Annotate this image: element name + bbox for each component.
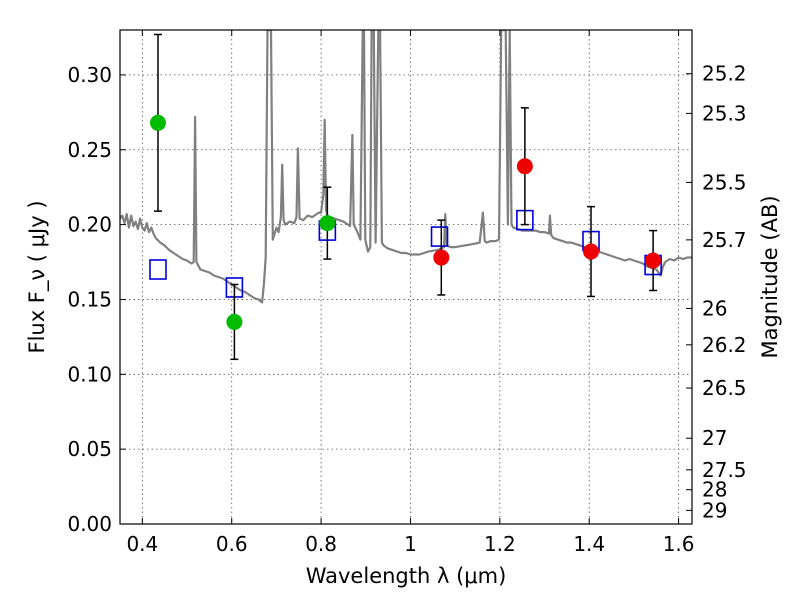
observed-flux-point (645, 252, 662, 269)
observed-flux-point (149, 114, 166, 131)
observed-flux-point (583, 243, 600, 260)
plot-frame (119, 29, 693, 525)
y-axis-right-label: Magnitude (AB) (758, 195, 782, 358)
x-tick-label: 1.2 (484, 532, 516, 556)
observed-flux-point (433, 249, 450, 266)
y-tick-label: 0.15 (67, 287, 112, 311)
right-tick-label: 27 (702, 426, 727, 450)
y-tick-label: 0.25 (67, 138, 112, 162)
x-tick-label: 0.8 (305, 532, 337, 556)
x-tick-label: 1 (404, 532, 417, 556)
right-tick-label: 25.2 (702, 62, 747, 86)
right-tick-label: 27.5 (702, 458, 747, 482)
model-band-square (149, 259, 167, 280)
observed-flux-point (319, 215, 336, 232)
x-axis-label: Wavelength λ (μm) (306, 564, 507, 588)
x-tick-label: 0.4 (126, 532, 158, 556)
right-tick-label: 25.3 (702, 101, 747, 125)
right-tick-label: 29 (702, 498, 727, 522)
y-tick-label: 0.05 (67, 437, 112, 461)
right-tick-label: 25.7 (702, 228, 747, 252)
x-tick-label: 1.4 (573, 532, 605, 556)
right-tick-label: 25.5 (702, 170, 747, 194)
spectrum-line (120, 30, 692, 304)
model-band-square (430, 226, 449, 247)
observed-flux-point (226, 313, 243, 330)
axis-ticks: 0.4 0.6 0.8 1 1.2 1.4 1.6 0.00 0.05 0.10 0.15 0.20 0… (67, 30, 747, 556)
right-tick-label: 26.2 (702, 333, 747, 357)
model-spectrum (120, 30, 692, 304)
y-tick-label: 0.20 (67, 213, 112, 237)
observed-flux-point (516, 158, 533, 175)
right-tick-label: 26.5 (702, 376, 747, 400)
y-axis-label: Flux F_ν ( μJy ) (25, 200, 50, 353)
right-tick-label: 26 (702, 296, 727, 320)
x-tick-label: 1.6 (663, 532, 695, 556)
right-tick-label: 28 (702, 478, 727, 502)
y-tick-label: 0.10 (67, 362, 112, 386)
x-tick-label: 0.6 (216, 532, 248, 556)
y-tick-label: 0.00 (67, 512, 112, 536)
photometry-points (149, 33, 662, 361)
y-tick-label: 0.30 (67, 63, 112, 87)
